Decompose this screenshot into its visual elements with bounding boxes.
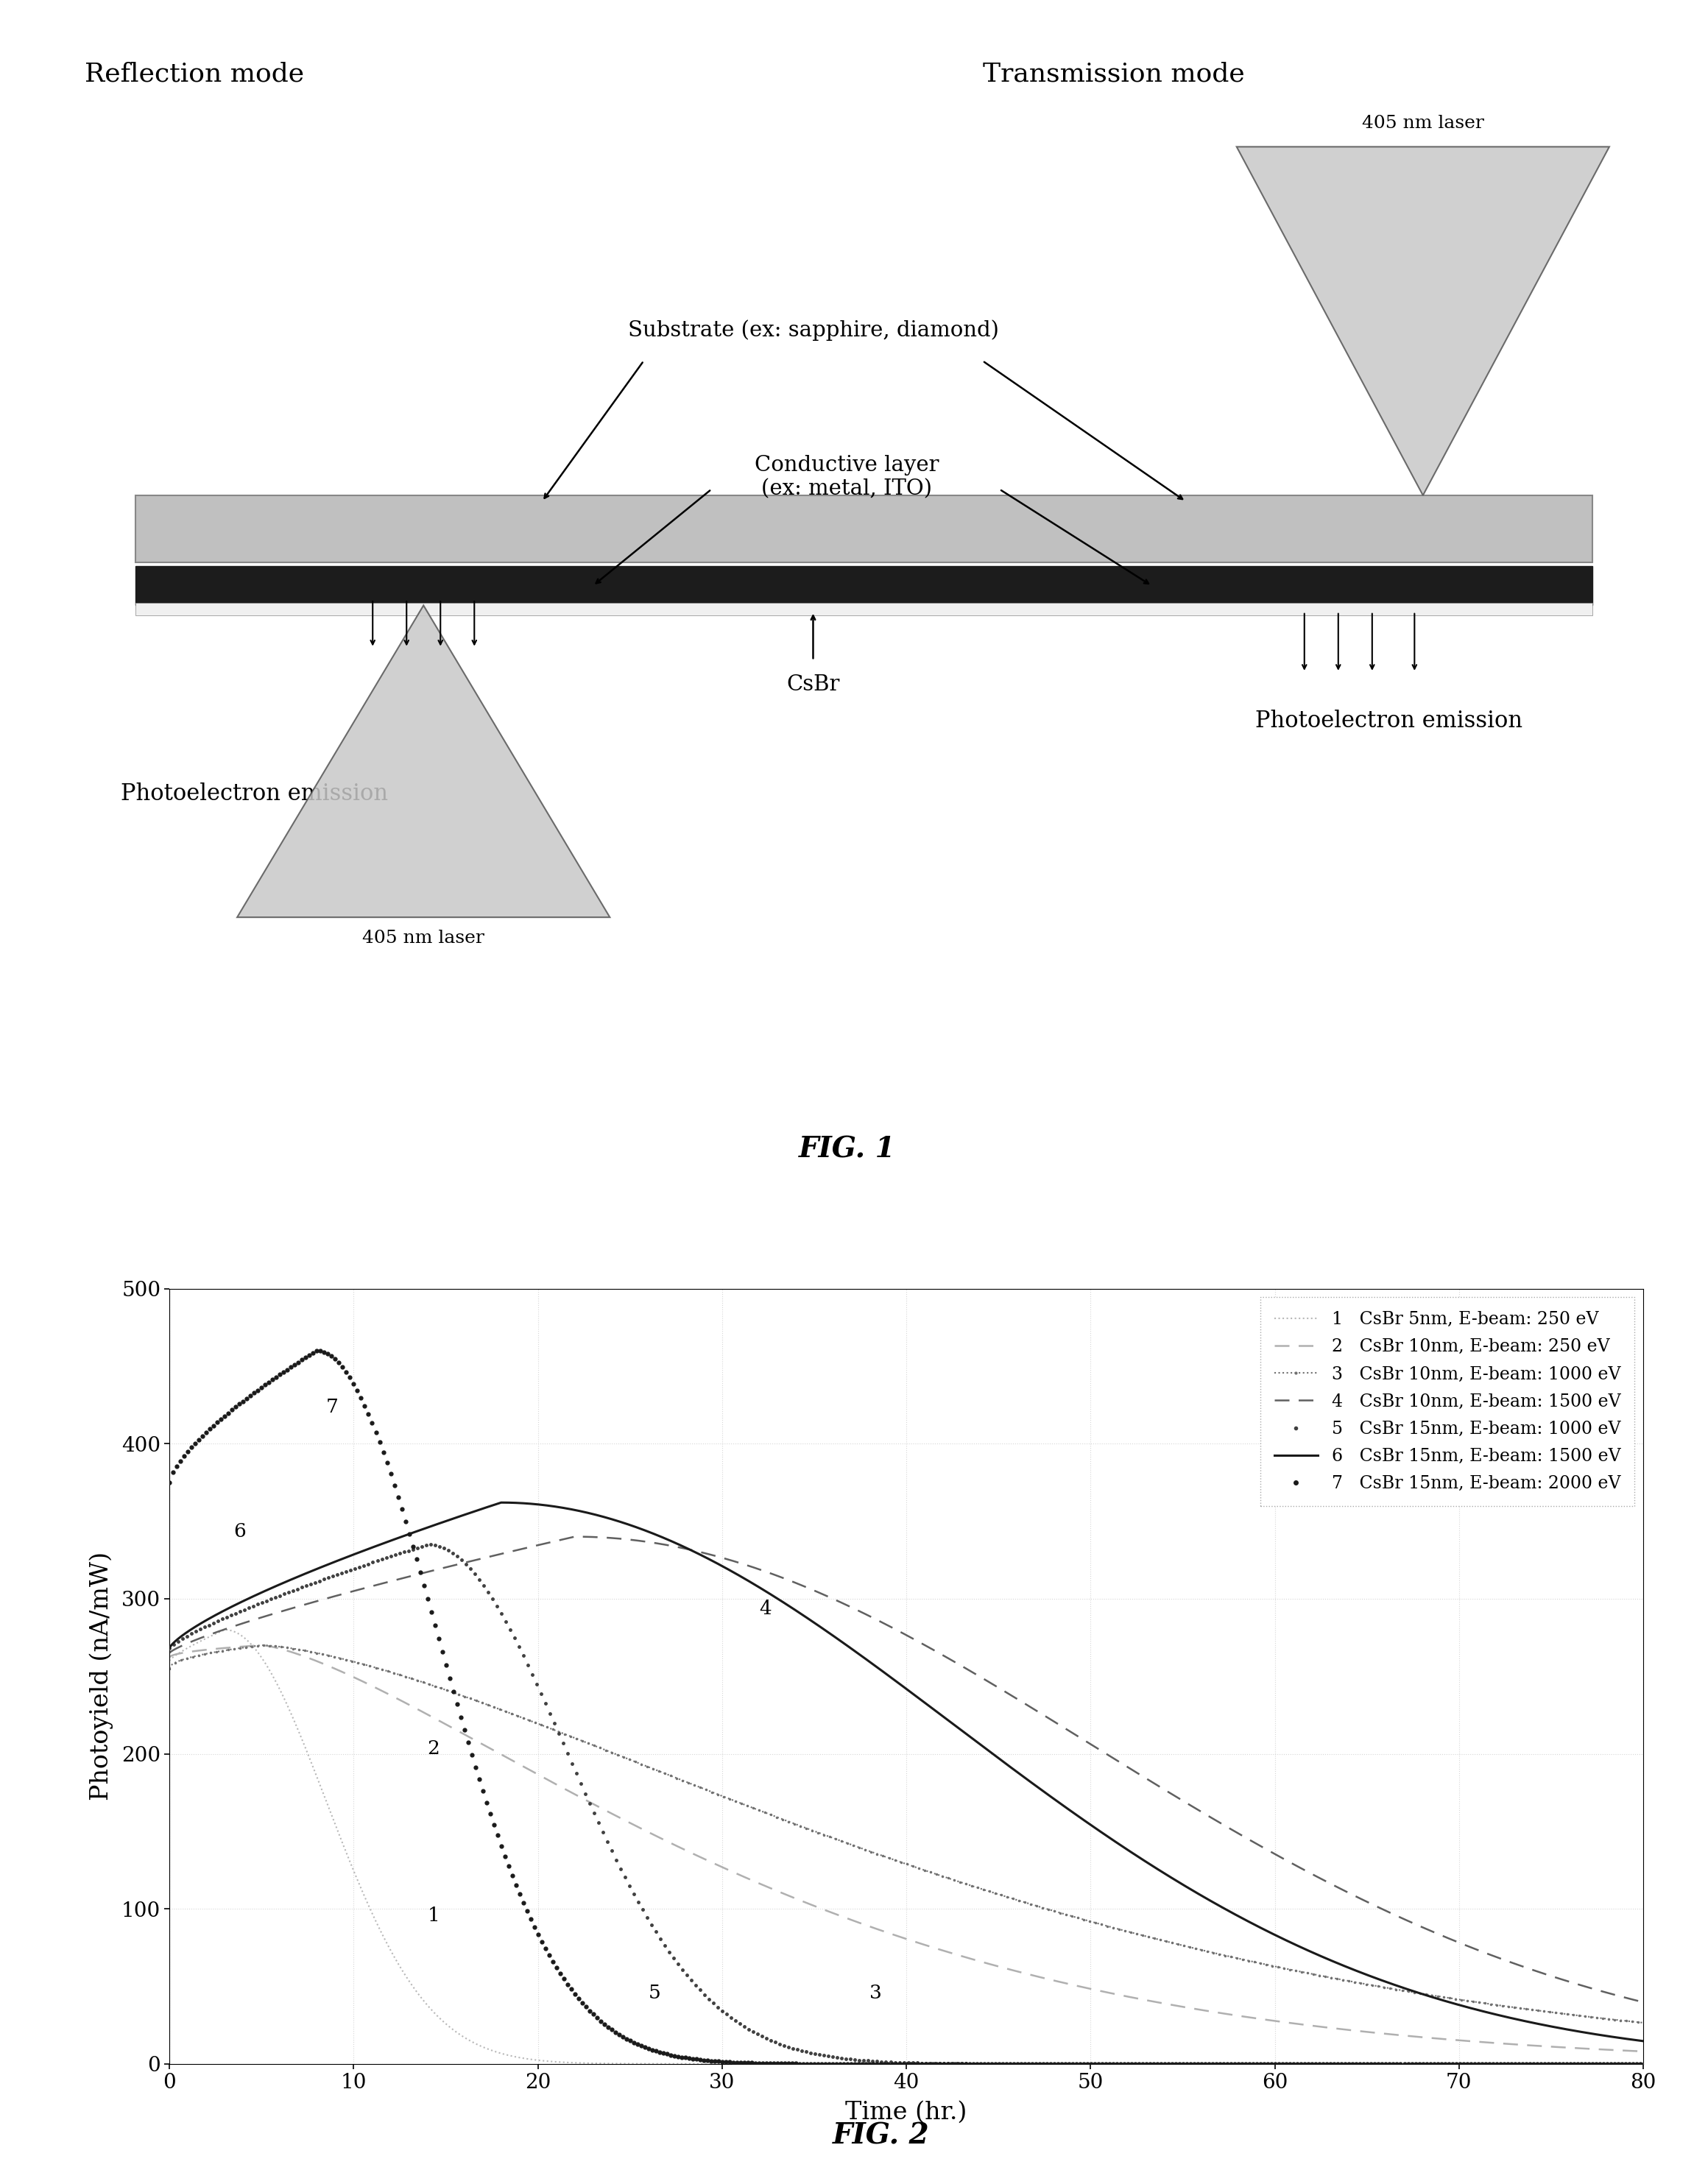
Text: 7: 7: [325, 1398, 339, 1415]
Text: Photoelectron emission: Photoelectron emission: [120, 782, 388, 806]
X-axis label: Time (hr.): Time (hr.): [845, 2101, 967, 2125]
Text: 4: 4: [759, 1599, 771, 1618]
Y-axis label: Photoyield (nA/mW): Photoyield (nA/mW): [90, 1553, 113, 1800]
Text: 3: 3: [869, 1983, 883, 2003]
Text: CsBr: CsBr: [786, 675, 840, 695]
Text: Transmission mode: Transmission mode: [983, 61, 1245, 85]
Text: 405 nm laser: 405 nm laser: [363, 930, 484, 946]
Text: Reflection mode: Reflection mode: [85, 61, 305, 85]
Polygon shape: [1237, 146, 1609, 496]
Text: 1: 1: [427, 1907, 440, 1924]
Text: Conductive layer
(ex: metal, ITO): Conductive layer (ex: metal, ITO): [756, 454, 938, 500]
Text: FIG. 2: FIG. 2: [832, 2123, 930, 2149]
Text: FIG. 1: FIG. 1: [798, 1136, 896, 1164]
Text: Substrate (ex: sapphire, diamond): Substrate (ex: sapphire, diamond): [628, 319, 998, 341]
Text: 2: 2: [427, 1738, 440, 1758]
Text: 5: 5: [649, 1983, 661, 2003]
Bar: [136, 603, 1592, 616]
Text: 405 nm laser: 405 nm laser: [1362, 116, 1484, 131]
Legend: 1   CsBr 5nm, E-beam: 250 eV, 2   CsBr 10nm, E-beam: 250 eV, 3   CsBr 10nm, E-be: 1 CsBr 5nm, E-beam: 250 eV, 2 CsBr 10nm,…: [1260, 1297, 1635, 1507]
Text: 6: 6: [234, 1522, 246, 1540]
Bar: [136, 566, 1592, 605]
Polygon shape: [237, 605, 610, 917]
Bar: [136, 496, 1592, 563]
Text: Photoelectron emission: Photoelectron emission: [1255, 710, 1523, 732]
